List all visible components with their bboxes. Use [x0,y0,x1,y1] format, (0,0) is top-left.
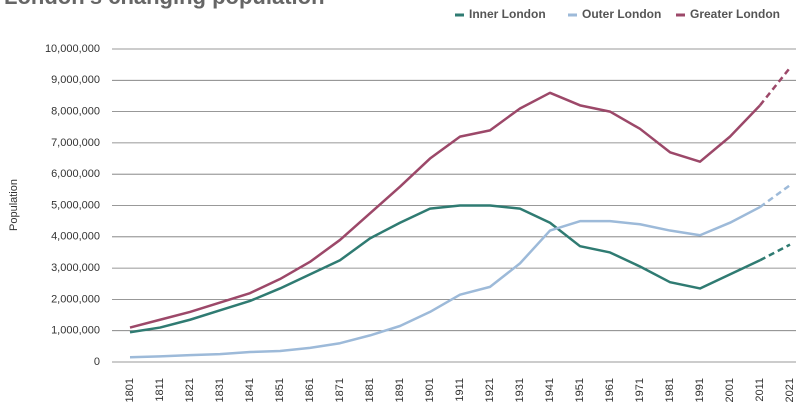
x-tick-label: 2021 [784,378,796,402]
y-tick-label: 3,000,000 [51,262,100,274]
y-tick-label: 10,000,000 [45,43,100,55]
projection-line [759,243,791,262]
x-tick-label: 1801 [124,378,136,402]
y-tick-label: 8,000,000 [51,106,100,118]
legend-label: Inner London [469,7,546,21]
y-axis-label: Population [8,179,20,231]
x-tick-label: 1961 [604,378,616,402]
x-tick-label: 1971 [634,378,646,402]
x-tick-label: 2001 [724,378,736,402]
y-tick-label: 1,000,000 [51,325,100,337]
x-tick-label: 1831 [214,378,226,402]
x-tick-label: 1941 [544,378,556,402]
x-tick-label: 1981 [664,378,676,402]
x-tick-label: 1881 [364,378,376,402]
chart-title: London's changing population [4,0,325,9]
series-line [129,205,761,359]
series-line [129,91,761,329]
y-tick-label: 5,000,000 [51,199,100,211]
x-tick-label: 1841 [244,378,256,402]
y-tick-label: 7,000,000 [51,137,100,149]
x-tick-label: 1891 [394,378,406,402]
x-tick-label: 1811 [154,378,166,402]
y-tick-label: 4,000,000 [51,231,100,243]
x-tick-label: 1901 [424,378,436,402]
y-tick-label: 2,000,000 [51,293,100,305]
x-tick-label: 1921 [484,378,496,402]
legend-label: Outer London [582,7,661,21]
y-tick-label: 0 [94,356,100,368]
x-tick-label: 2011 [754,378,766,402]
x-tick-label: 1931 [514,378,526,402]
projection-line [759,66,791,107]
x-tick-label: 1991 [694,378,706,402]
projection-line [759,184,791,209]
x-tick-label: 1951 [574,378,586,402]
y-tick-label: 6,000,000 [51,168,100,180]
series-line [129,204,761,334]
x-tick-label: 1871 [334,378,346,402]
x-tick-label: 1851 [274,378,286,402]
x-tick-label: 1911 [454,378,466,402]
x-tick-label: 1821 [184,378,196,402]
legend-label: Greater London [690,7,780,21]
y-tick-label: 9,000,000 [51,74,100,86]
x-tick-label: 1861 [304,378,316,402]
